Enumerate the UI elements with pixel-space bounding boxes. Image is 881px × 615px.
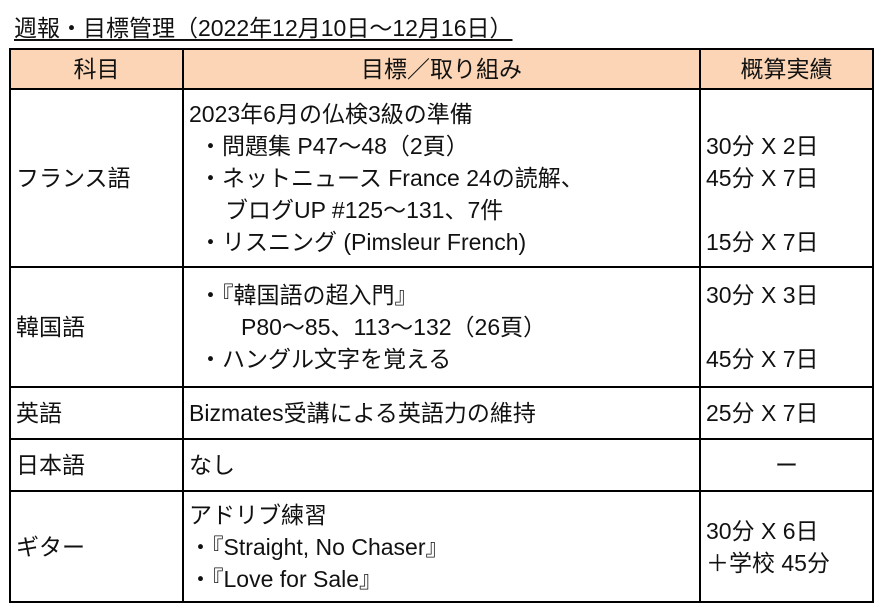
table-row-english: 英語 Bizmates受講による英語力の維持 25分 X 7日	[9, 386, 874, 440]
table-row-japanese: 日本語 なし ー	[9, 438, 874, 492]
goal-cell: ・『韓国語の超入門』 P80〜85、113〜132（26頁） ・ハングル文字を覚…	[182, 266, 701, 388]
actual-line: 45分 X 7日	[706, 165, 819, 191]
goal-line: ・ネットニュース France 24の読解、	[199, 165, 584, 191]
goal-line: ・『Love for Sale』	[189, 565, 383, 592]
actual-cell: ー	[699, 438, 874, 492]
actual-line: 30分 X 3日	[706, 282, 819, 308]
actual-cell: 30分 X 2日 45分 X 7日 15分 X 7日	[699, 88, 874, 268]
goal-line: ブログUP #125〜131、7件	[225, 197, 504, 223]
goal-line: 2023年6月の仏検3級の準備	[189, 101, 473, 127]
actual-cell: 30分 X 3日 45分 X 7日	[699, 266, 874, 388]
subject-cell: ギター	[9, 490, 184, 603]
goal-line: P80〜85、113〜132（26頁）	[241, 314, 547, 340]
goal-line: アドリブ練習	[189, 501, 327, 528]
subject-cell: 英語	[9, 386, 184, 440]
table-header-row: 科目 目標／取り組み 概算実績	[9, 48, 874, 90]
goal-line: ・問題集 P47〜48（2頁）	[199, 133, 469, 159]
header-actual: 概算実績	[699, 48, 874, 90]
actual-line: 45分 X 7日	[706, 346, 819, 372]
actual-line: 30分 X 6日	[706, 517, 819, 544]
subject-cell: 韓国語	[9, 266, 184, 388]
goal-cell: アドリブ練習 ・『Straight, No Chaser』 ・『Love for…	[182, 490, 701, 603]
goal-cell: 2023年6月の仏検3級の準備 ・問題集 P47〜48（2頁） ・ネットニュース…	[182, 88, 701, 268]
header-subject: 科目	[9, 48, 184, 90]
actual-line: ＋学校 45分	[706, 549, 830, 576]
table-row-korean: 韓国語 ・『韓国語の超入門』 P80〜85、113〜132（26頁） ・ハングル…	[9, 266, 874, 388]
header-goal: 目標／取り組み	[182, 48, 701, 90]
actual-line: 30分 X 2日	[706, 133, 819, 159]
subject-cell: フランス語	[9, 88, 184, 268]
actual-cell: 25分 X 7日	[699, 386, 874, 440]
actual-line: 15分 X 7日	[706, 229, 819, 255]
goal-line: ・『Straight, No Chaser』	[189, 533, 449, 560]
goal-line: ・リスニング (Pimsleur French)	[199, 229, 527, 255]
goal-cell: なし	[182, 438, 701, 492]
page-title: 週報・目標管理（2022年12月10日〜12月16日）	[14, 15, 513, 41]
actual-cell: 30分 X 6日 ＋学校 45分	[699, 490, 874, 603]
table-row-french: フランス語 2023年6月の仏検3級の準備 ・問題集 P47〜48（2頁） ・ネ…	[9, 88, 874, 268]
subject-cell: 日本語	[9, 438, 184, 492]
goal-line: ・ハングル文字を覚える	[199, 346, 452, 372]
goal-cell: Bizmates受講による英語力の維持	[182, 386, 701, 440]
goal-line: ・『韓国語の超入門』	[199, 282, 418, 308]
table-row-guitar: ギター アドリブ練習 ・『Straight, No Chaser』 ・『Love…	[9, 490, 874, 603]
goals-table: 科目 目標／取り組み 概算実績 フランス語 2023年6月の仏検3級の準備 ・問…	[9, 48, 874, 603]
